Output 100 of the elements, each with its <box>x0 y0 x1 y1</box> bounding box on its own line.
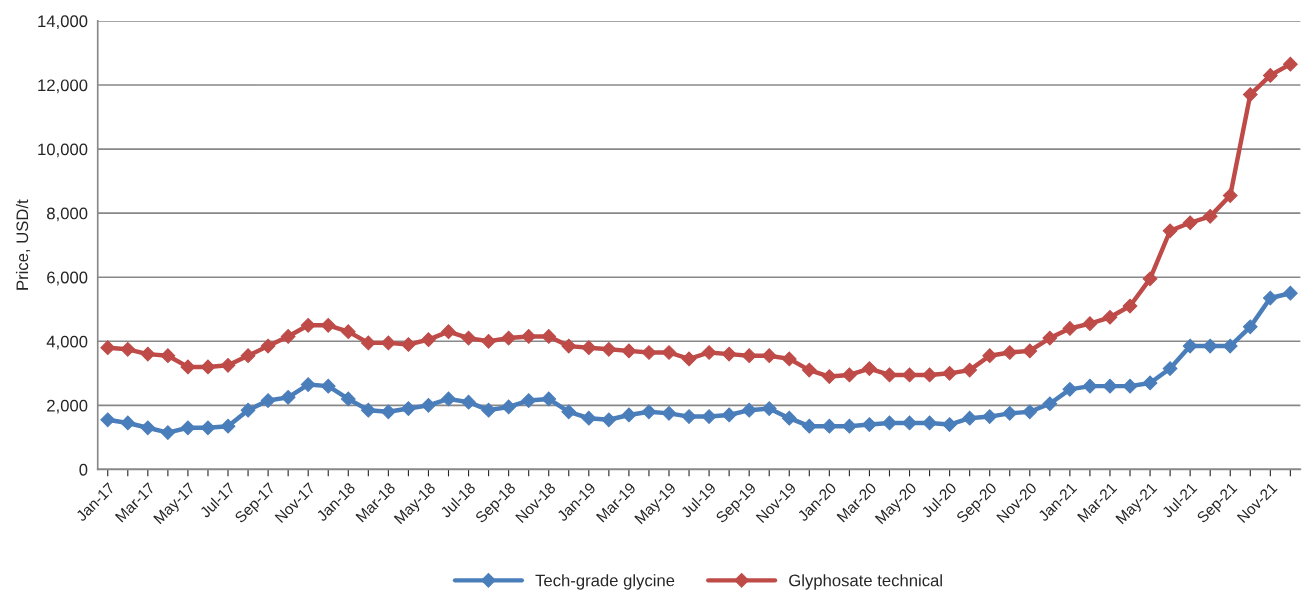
point <box>862 417 877 432</box>
point <box>882 415 897 431</box>
point <box>340 324 356 340</box>
point <box>140 346 156 362</box>
point <box>1122 298 1138 314</box>
point <box>581 340 597 356</box>
point <box>541 329 557 344</box>
point <box>1102 309 1118 325</box>
point <box>220 418 236 434</box>
point <box>180 420 196 436</box>
point <box>1282 285 1298 301</box>
point <box>601 341 617 357</box>
point <box>641 345 657 360</box>
point <box>661 405 677 421</box>
point <box>360 335 376 351</box>
point <box>1062 381 1078 397</box>
point <box>842 418 857 434</box>
point <box>1002 345 1018 360</box>
point <box>821 369 837 384</box>
point <box>260 393 276 408</box>
point <box>801 418 817 434</box>
point <box>701 345 717 360</box>
point <box>140 420 156 436</box>
point <box>1262 290 1278 306</box>
point <box>962 362 978 378</box>
y-tick-label: 2,000 <box>47 399 88 414</box>
point <box>320 317 336 333</box>
point <box>982 409 998 424</box>
point <box>1082 378 1098 394</box>
point <box>1242 87 1258 103</box>
point <box>461 330 476 346</box>
point <box>681 351 697 367</box>
point <box>1222 188 1238 203</box>
point <box>100 340 116 356</box>
point <box>280 329 296 344</box>
point <box>761 348 777 364</box>
point <box>441 324 456 340</box>
point <box>260 338 276 354</box>
point <box>501 399 517 415</box>
point <box>922 367 937 383</box>
point <box>1022 343 1038 359</box>
point <box>320 378 336 394</box>
point <box>1082 316 1098 332</box>
point <box>421 332 436 348</box>
point <box>1162 223 1178 239</box>
point <box>300 317 316 333</box>
y-tick-label: 0 <box>79 463 88 476</box>
point <box>380 404 396 420</box>
point <box>1142 375 1158 391</box>
point <box>1102 378 1118 394</box>
point <box>220 357 236 373</box>
point <box>581 410 597 426</box>
y-tick-label: 12,000 <box>38 79 88 94</box>
point <box>942 417 958 432</box>
point <box>421 397 436 413</box>
point <box>801 362 817 378</box>
point <box>1122 378 1138 394</box>
point <box>701 409 717 424</box>
point <box>481 402 496 418</box>
point <box>120 341 136 357</box>
point <box>781 410 797 426</box>
point <box>761 401 777 416</box>
point <box>741 402 757 418</box>
point <box>401 401 416 416</box>
point <box>1182 338 1198 354</box>
point <box>280 389 296 405</box>
y-tick-label: 14,000 <box>38 15 88 30</box>
point <box>521 329 537 344</box>
point <box>741 348 757 364</box>
point <box>300 377 316 392</box>
point <box>100 412 116 428</box>
point <box>982 348 998 364</box>
y-tick-label: 6,000 <box>47 271 88 286</box>
point <box>160 425 176 440</box>
point <box>661 345 677 360</box>
point <box>1142 271 1158 287</box>
point <box>902 367 917 383</box>
point <box>441 391 456 407</box>
y-tick-label: 8,000 <box>47 207 88 222</box>
point <box>340 391 356 407</box>
point <box>541 391 557 407</box>
point <box>601 412 617 428</box>
point <box>681 409 697 424</box>
point <box>1262 68 1278 83</box>
point <box>1022 404 1038 420</box>
point <box>842 367 857 383</box>
point <box>821 418 837 434</box>
point <box>1182 215 1198 231</box>
point <box>180 359 196 375</box>
point <box>461 394 476 410</box>
point <box>1002 405 1018 421</box>
y-tick-label: 4,000 <box>46 335 88 350</box>
point <box>942 365 958 381</box>
point <box>200 359 216 375</box>
point <box>922 415 937 431</box>
point <box>882 367 897 383</box>
point <box>120 415 136 431</box>
point <box>1162 361 1178 376</box>
point <box>1282 56 1298 72</box>
point <box>1222 338 1238 354</box>
